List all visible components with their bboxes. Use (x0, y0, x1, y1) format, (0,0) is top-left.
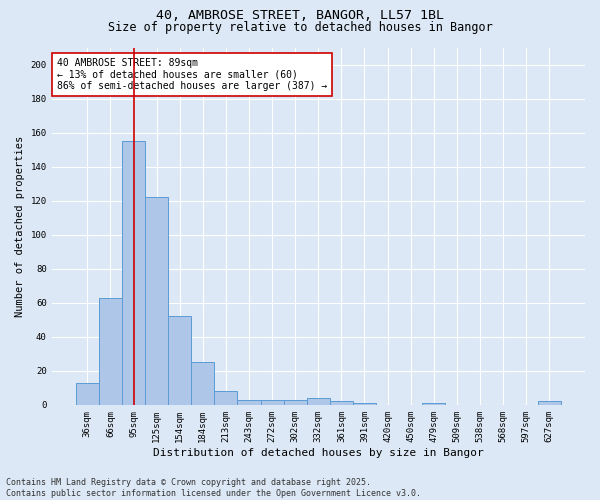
Bar (260, 400, 284, 405)
Text: Contains HM Land Registry data © Crown copyright and database right 2025.
Contai: Contains HM Land Registry data © Crown c… (6, 478, 421, 498)
Text: 40, AMBROSE STREET, BANGOR, LL57 1BL: 40, AMBROSE STREET, BANGOR, LL57 1BL (156, 9, 444, 22)
Bar (422, 403, 445, 405)
Bar (191, 362, 214, 405)
Bar (330, 402, 353, 405)
Bar (145, 197, 168, 405)
Bar (76, 382, 99, 405)
Bar (238, 400, 260, 405)
Bar (307, 398, 330, 405)
Bar (353, 403, 376, 405)
Bar (214, 391, 238, 405)
X-axis label: Distribution of detached houses by size in Bangor: Distribution of detached houses by size … (153, 448, 484, 458)
Text: Size of property relative to detached houses in Bangor: Size of property relative to detached ho… (107, 21, 493, 34)
Bar (122, 141, 145, 405)
Bar (168, 316, 191, 405)
Y-axis label: Number of detached properties: Number of detached properties (15, 136, 25, 317)
Bar (284, 400, 307, 405)
Bar (99, 298, 122, 405)
Bar (538, 402, 561, 405)
Text: 40 AMBROSE STREET: 89sqm
← 13% of detached houses are smaller (60)
86% of semi-d: 40 AMBROSE STREET: 89sqm ← 13% of detach… (57, 58, 327, 92)
